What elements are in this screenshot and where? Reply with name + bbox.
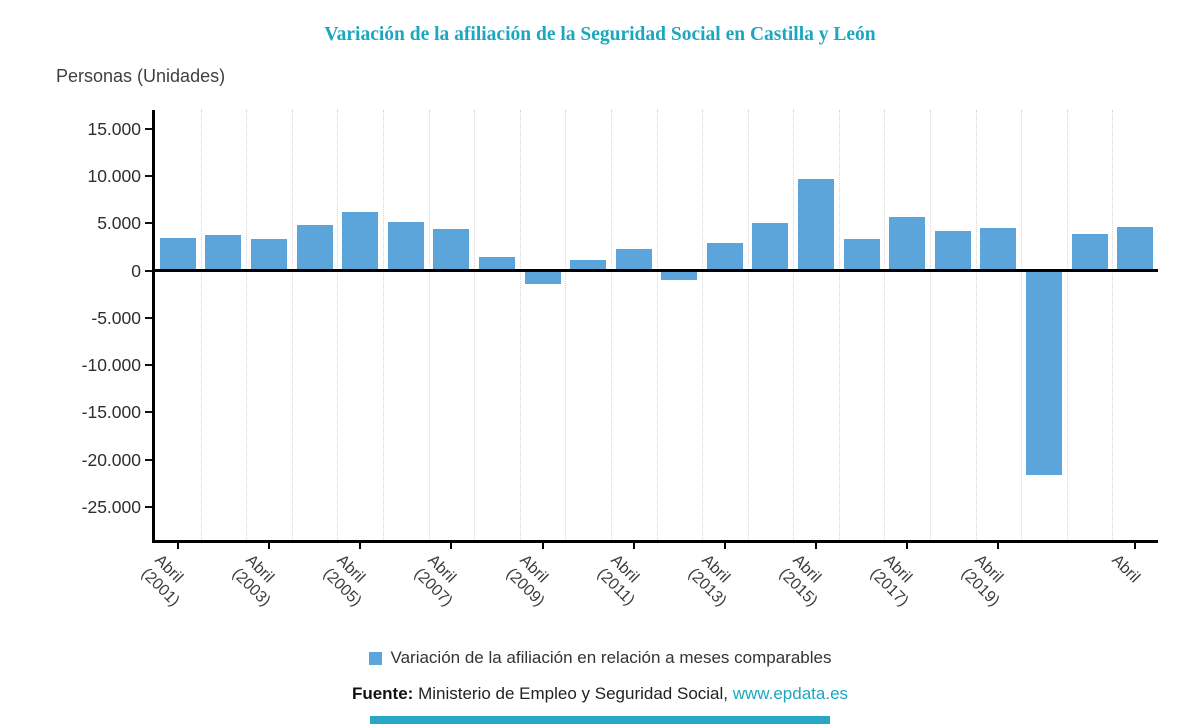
bar[interactable] (342, 212, 379, 271)
gridline (519, 110, 521, 540)
x-axis-tick (723, 543, 726, 549)
y-axis-label: 15.000 (87, 118, 141, 139)
y-axis-tick (145, 364, 152, 367)
source-link[interactable]: www.epdata.es (732, 684, 849, 703)
plot-area: Abril (2001) Abril (2003) Abril (2005) Abri… (137, 110, 1158, 610)
y-axis: 15.000 10.000 5.000 0 -5.000 -10.000 -15.000 -2… (0, 0, 141, 724)
x-axis-tick (541, 543, 544, 549)
x-axis-tick (1134, 543, 1137, 549)
bar[interactable] (843, 238, 880, 271)
gridline (975, 110, 977, 540)
bar[interactable] (1117, 227, 1154, 271)
x-axis-label: Abril (2007) (411, 551, 460, 610)
gridline (428, 110, 430, 540)
y-axis-label: 0 (131, 260, 141, 281)
y-axis-label: -10.000 (81, 355, 141, 376)
bar[interactable] (706, 243, 743, 271)
gridline (382, 110, 384, 540)
x-axis-label: Abril (2015) (775, 551, 824, 610)
gridline (1066, 110, 1068, 540)
gridline (884, 110, 886, 540)
x-axis-label: Abril (2009) (502, 551, 551, 610)
bar[interactable] (752, 223, 789, 271)
x-axis-label: Abril (2011) (593, 551, 642, 610)
gridline (793, 110, 795, 540)
bar[interactable] (433, 229, 470, 271)
y-axis-label: -20.000 (81, 449, 141, 470)
gridline (1021, 110, 1023, 540)
x-axis-tick (906, 543, 909, 549)
x-axis-label: Abril (2003) (228, 551, 277, 610)
bar[interactable] (934, 230, 971, 271)
legend: Variación de la afiliación en relación a… (0, 648, 1200, 668)
x-axis-tick (450, 543, 453, 549)
bar[interactable] (798, 178, 835, 271)
y-axis-unit-label: Personas (Unidades) (56, 66, 226, 86)
x-axis-tick (176, 543, 179, 549)
y-axis-label: -25.000 (81, 496, 141, 517)
x-axis-label: Abril (2019) (958, 551, 1007, 610)
gridline (291, 110, 293, 540)
gridline (337, 110, 339, 540)
y-axis-label: 10.000 (87, 166, 141, 187)
bar[interactable] (1071, 233, 1108, 271)
y-axis-tick (145, 222, 152, 225)
bar[interactable] (615, 248, 652, 271)
bar[interactable] (889, 216, 926, 271)
gridline (930, 110, 932, 540)
gridline (246, 110, 248, 540)
bar[interactable] (205, 234, 242, 271)
bar[interactable] (661, 270, 698, 281)
gridline (838, 110, 840, 540)
x-axis-label: Abril (2005) (319, 551, 369, 610)
gridline (702, 110, 704, 540)
y-axis-tick (145, 505, 152, 508)
x-axis-tick (267, 543, 270, 549)
x-axis-tick (997, 543, 1000, 549)
gridline (610, 110, 612, 540)
x-axis-label: Abril (2017) (866, 551, 916, 610)
x-axis-label: Abril (2013) (684, 551, 733, 610)
gridline (474, 110, 476, 540)
y-axis-tick (145, 458, 152, 461)
bar[interactable] (1026, 270, 1063, 475)
gridline (656, 110, 658, 540)
x-axis-tick (359, 543, 362, 549)
bar[interactable] (250, 239, 287, 271)
chart-title: Variación de la afiliación de la Segurid… (324, 24, 876, 45)
legend-swatch-icon (368, 652, 382, 665)
gridline (1112, 110, 1114, 540)
bar[interactable] (570, 260, 607, 271)
bottom-accent-bar (370, 716, 830, 724)
x-axis-label: Abril (1108, 551, 1144, 587)
y-axis-tick (145, 269, 152, 272)
source-line: Fuente: Ministerio de Empleo y Seguridad… (0, 684, 1200, 704)
y-axis-label: 5.000 (97, 213, 141, 234)
gridline (200, 110, 202, 540)
x-axis-tick (815, 543, 818, 549)
y-axis-tick (145, 316, 152, 319)
source-text: Ministerio de Empleo y Seguridad Social, (413, 684, 733, 703)
gridline (747, 110, 749, 540)
x-axis-label: Abril (2001) (137, 551, 186, 610)
bar[interactable] (524, 270, 561, 284)
y-axis-tick (145, 175, 152, 178)
legend-label: Variación de la afiliación en relación a… (390, 648, 832, 667)
y-axis-tick (145, 411, 152, 414)
bar[interactable] (478, 257, 515, 271)
bar[interactable] (387, 222, 424, 271)
x-axis-tick (632, 543, 635, 549)
y-axis-label: -5.000 (91, 307, 141, 328)
y-axis-label: -15.000 (81, 402, 141, 423)
bar[interactable] (159, 237, 196, 271)
zero-axis-line (155, 269, 1158, 273)
bar[interactable] (296, 225, 333, 271)
bar[interactable] (980, 228, 1017, 271)
gridline (565, 110, 567, 540)
source-label: Fuente: (351, 684, 414, 703)
y-axis-tick (145, 127, 152, 130)
